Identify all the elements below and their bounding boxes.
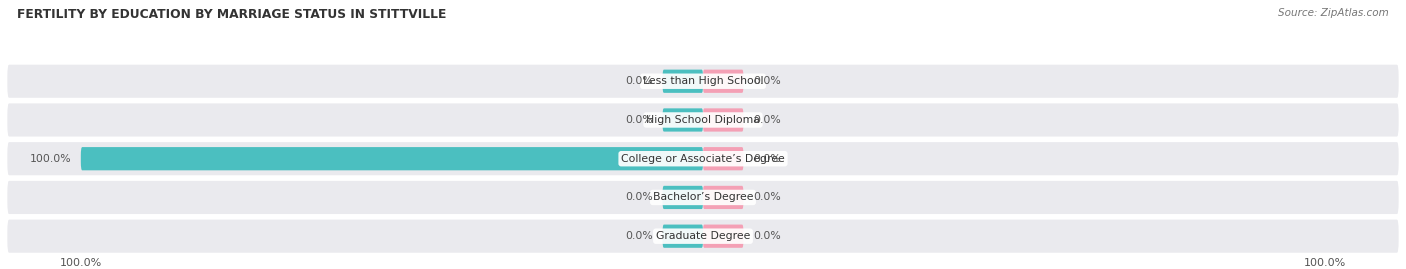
Text: 0.0%: 0.0% [626, 115, 654, 125]
FancyBboxPatch shape [703, 108, 744, 132]
FancyBboxPatch shape [662, 70, 703, 93]
FancyBboxPatch shape [6, 180, 1400, 215]
Text: 0.0%: 0.0% [752, 154, 780, 164]
FancyBboxPatch shape [703, 225, 744, 248]
FancyBboxPatch shape [662, 225, 703, 248]
Text: 0.0%: 0.0% [752, 76, 780, 86]
FancyBboxPatch shape [703, 147, 744, 170]
FancyBboxPatch shape [703, 70, 744, 93]
Text: Bachelor’s Degree: Bachelor’s Degree [652, 192, 754, 203]
FancyBboxPatch shape [80, 147, 703, 170]
FancyBboxPatch shape [6, 141, 1400, 176]
Text: Source: ZipAtlas.com: Source: ZipAtlas.com [1278, 8, 1389, 18]
Text: High School Diploma: High School Diploma [647, 115, 759, 125]
Text: Less than High School: Less than High School [643, 76, 763, 86]
Text: 0.0%: 0.0% [752, 115, 780, 125]
Text: 0.0%: 0.0% [752, 192, 780, 203]
FancyBboxPatch shape [662, 186, 703, 209]
Text: 100.0%: 100.0% [30, 154, 72, 164]
Text: 0.0%: 0.0% [626, 76, 654, 86]
Text: 0.0%: 0.0% [626, 192, 654, 203]
Text: 0.0%: 0.0% [626, 231, 654, 241]
Text: College or Associate’s Degree: College or Associate’s Degree [621, 154, 785, 164]
Text: Graduate Degree: Graduate Degree [655, 231, 751, 241]
FancyBboxPatch shape [6, 102, 1400, 138]
FancyBboxPatch shape [662, 108, 703, 132]
FancyBboxPatch shape [703, 186, 744, 209]
Text: FERTILITY BY EDUCATION BY MARRIAGE STATUS IN STITTVILLE: FERTILITY BY EDUCATION BY MARRIAGE STATU… [17, 8, 446, 21]
Text: 0.0%: 0.0% [752, 231, 780, 241]
FancyBboxPatch shape [6, 63, 1400, 99]
FancyBboxPatch shape [6, 218, 1400, 254]
